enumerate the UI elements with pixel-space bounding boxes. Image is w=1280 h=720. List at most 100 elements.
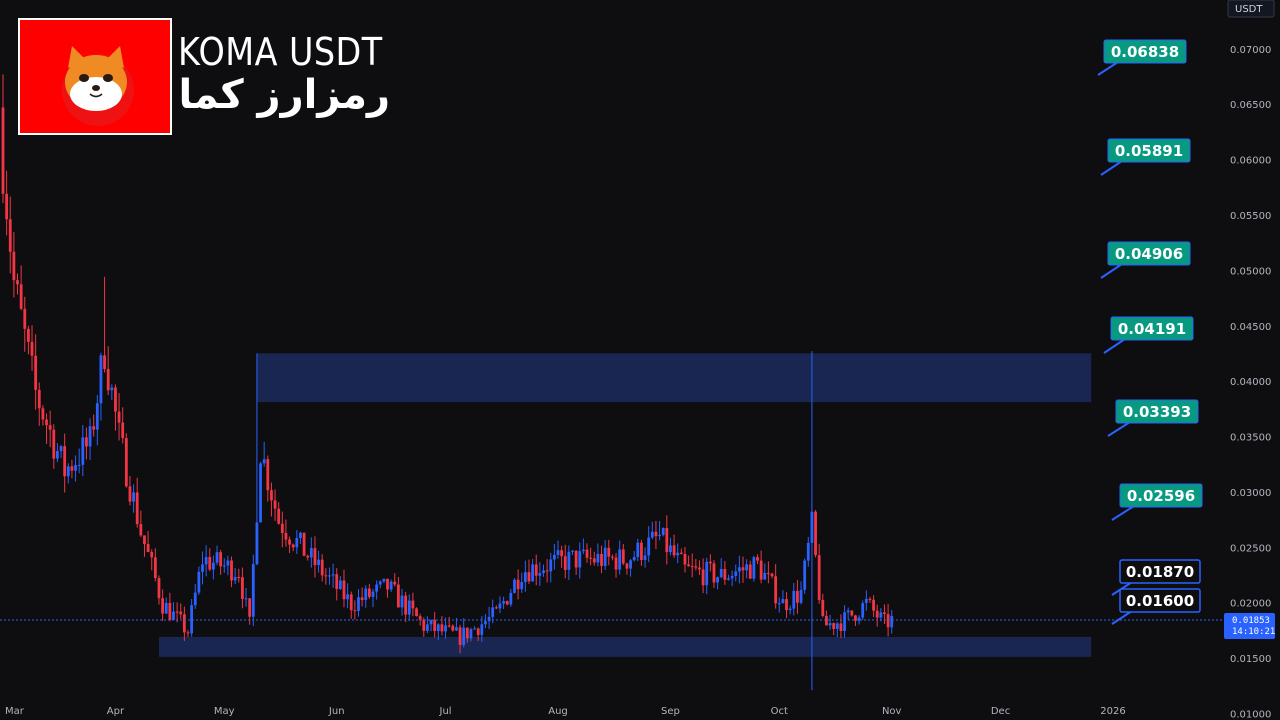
unit-label[interactable]: USDT	[1227, 0, 1275, 18]
candle-body	[241, 577, 244, 599]
candle-body	[835, 623, 839, 629]
candle-body	[226, 560, 230, 566]
candle-body	[99, 355, 103, 404]
candle-body	[157, 578, 161, 599]
candle-body	[103, 355, 106, 370]
candle-body	[222, 565, 226, 567]
price-tick-label: 0.01500	[1230, 654, 1271, 665]
candle-body	[299, 532, 302, 539]
candle-body	[872, 599, 875, 611]
candle-body	[182, 614, 186, 633]
target-box-bg	[1103, 39, 1187, 64]
candle-body	[759, 560, 763, 580]
candle-body	[342, 580, 346, 600]
candle-body	[607, 547, 611, 557]
target-box: 0.03393	[1107, 399, 1199, 437]
price-tick-label: 0.04000	[1230, 377, 1271, 388]
level-box: 0.01870	[1111, 559, 1201, 596]
candle-body	[146, 543, 150, 553]
candle-body	[618, 549, 622, 570]
candle-body	[748, 564, 752, 579]
candle-body	[600, 553, 603, 566]
candle-body	[440, 624, 444, 632]
target-box: 0.04906	[1100, 241, 1191, 279]
candle-body	[520, 582, 524, 590]
candle-body	[766, 572, 770, 574]
candle-body	[313, 548, 317, 566]
candle-body	[658, 534, 661, 537]
candle-body	[476, 628, 480, 635]
candle-body	[864, 598, 868, 604]
price-tick-label: 0.06500	[1230, 100, 1271, 111]
level-box: 0.01600	[1111, 588, 1201, 625]
time-axis[interactable]: Mar Apr May Jun Jul Aug Sep Oct Nov Dec 2026	[5, 706, 1126, 717]
candle-body	[737, 567, 741, 572]
candle-body	[1, 107, 5, 194]
candle-body	[277, 508, 281, 524]
candle-body	[861, 603, 865, 618]
candle-body	[172, 611, 175, 620]
candle-body	[629, 560, 632, 569]
candle-body	[763, 572, 767, 580]
candle-body	[571, 550, 574, 552]
candle-body	[393, 581, 397, 585]
candle-body	[494, 607, 498, 609]
candle-body	[284, 533, 288, 540]
candle-body	[698, 567, 701, 570]
candle-body	[549, 559, 553, 572]
candle-body	[589, 557, 593, 559]
candle-body	[201, 564, 204, 572]
candle-body	[121, 422, 125, 439]
candle-body	[741, 567, 745, 571]
candle-body	[451, 625, 455, 631]
candle-body	[426, 624, 429, 631]
candle-body	[190, 605, 194, 634]
candle-body	[523, 572, 527, 583]
candle-body	[585, 549, 589, 558]
price-tick-label: 0.02000	[1230, 599, 1271, 610]
time-tick-label: Nov	[882, 706, 902, 717]
candle-body	[538, 572, 542, 576]
unit-label-text: USDT	[1235, 4, 1263, 15]
price-axis[interactable]: 0.07000 0.06500 0.06000 0.05500 0.05000 0.045…	[1230, 45, 1271, 720]
candle-body	[208, 556, 212, 570]
candle-body	[516, 579, 520, 590]
candle-body	[197, 571, 201, 593]
candle-body	[469, 629, 473, 639]
target-connector	[1100, 160, 1123, 176]
candle-body	[462, 627, 466, 645]
candle-body	[498, 603, 502, 609]
candle-body	[832, 623, 836, 629]
target-value: 0.06838	[1111, 43, 1179, 61]
candle-countdown: 14:10:21	[1232, 627, 1275, 637]
target-box: 0.05891	[1100, 138, 1191, 176]
candle-body	[70, 466, 74, 471]
candle-body	[335, 574, 339, 590]
candle-body	[429, 620, 433, 625]
candle-body	[694, 566, 698, 568]
candle-body	[716, 577, 720, 583]
target-box-bg	[1119, 483, 1203, 508]
candle-body	[371, 591, 375, 597]
price-tick-label: 0.03500	[1230, 433, 1271, 444]
price-tick-label: 0.05500	[1230, 211, 1271, 222]
candle-body	[295, 538, 299, 548]
time-tick-label: 2026	[1100, 706, 1125, 717]
current-price-value: 0.01853	[1232, 616, 1270, 626]
candle-body	[727, 578, 730, 580]
candle-body	[161, 598, 165, 614]
candle-body	[806, 542, 810, 561]
candle-body	[63, 446, 67, 477]
candle-body	[367, 588, 371, 597]
candle-body	[821, 599, 825, 616]
candle-body	[77, 464, 81, 466]
candle-body	[799, 589, 803, 603]
target-connector	[1111, 505, 1135, 521]
candle-body	[480, 624, 484, 635]
candle-body	[219, 552, 223, 567]
time-tick-label: Sep	[661, 706, 680, 717]
candle-body	[233, 576, 237, 581]
candle-body	[179, 611, 183, 615]
candle-body	[803, 560, 807, 590]
